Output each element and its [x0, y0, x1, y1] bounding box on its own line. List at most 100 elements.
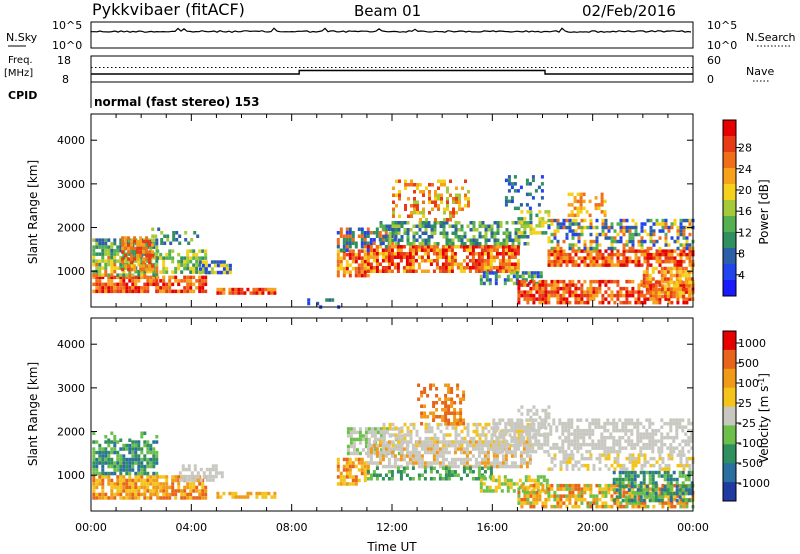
heatmap-cell-1645: [618, 449, 622, 454]
heatmap-cell-2287: [579, 203, 583, 207]
heatmap-cell-1575: [592, 263, 596, 267]
heatmap-cell-1869: [568, 487, 572, 491]
heatmap-cell-1224: [478, 224, 482, 228]
heatmap-cell-839: [474, 440, 478, 444]
heatmap-cell-639: [372, 443, 376, 448]
heatmap-cell-1343: [422, 190, 425, 194]
heatmap-cell-1551: [576, 428, 580, 433]
heatmap-cell-987: [477, 245, 481, 249]
heatmap-cell-26: [110, 279, 114, 283]
heatmap-cell-1453: [521, 274, 525, 279]
heatmap-cell-78: [146, 279, 150, 283]
heatmap-cell-1376: [545, 485, 549, 490]
heatmap-cell-451: [168, 256, 172, 260]
heatmap-cell-1747: [672, 418, 676, 422]
heatmap-cell-471: [339, 475, 343, 479]
heatmap-cell-1333: [503, 475, 507, 479]
heatmap-cell-31: [110, 478, 114, 483]
heatmap-cell-521: [366, 468, 370, 472]
heatmap-cell-402: [184, 478, 188, 482]
heatmap-cell-1023: [477, 470, 481, 474]
heatmap-cell-289: [155, 238, 159, 242]
heatmap-cell-2057: [679, 501, 683, 505]
heatmap-cell-58: [122, 489, 126, 493]
heatmap-cell-203: [122, 447, 126, 451]
heatmap-cell-2069: [586, 297, 590, 301]
heatmap-cell-237: [116, 252, 120, 256]
heatmap-cell-1063: [403, 433, 407, 437]
heatmap-cell-933: [447, 255, 451, 259]
heatmap-cell-2386: [532, 433, 536, 437]
heatmap-cell-1445: [525, 425, 529, 429]
heatmap-cell-1020: [471, 477, 475, 481]
heatmap-cell-310: [127, 246, 131, 251]
heatmap-cell-2054: [577, 297, 581, 301]
heatmap-cell-2236: [687, 498, 691, 503]
heatmap-cell-2359: [666, 266, 670, 271]
heatmap-cell-1388: [495, 435, 499, 440]
heatmap-cell-614: [336, 273, 340, 278]
heatmap-cell-1025: [477, 477, 481, 481]
heatmap-cell-160: [104, 450, 108, 455]
heatmap-cell-1102: [391, 228, 395, 232]
heatmap-cell-2131: [636, 491, 640, 496]
heatmap-cell-2300: [597, 206, 601, 211]
heatmap-cell-469: [183, 266, 187, 271]
heatmap-cell-392: [204, 492, 208, 497]
heatmap-cell-1822: [535, 501, 539, 505]
heatmap-cell-1172: [439, 224, 443, 228]
heatmap-cell-1527: [556, 259, 560, 264]
heatmap-cell-1694: [645, 418, 649, 422]
heatmap-cell-729: [417, 464, 421, 469]
heatmap-cell-2113: [616, 293, 620, 298]
heatmap-cell-1885: [577, 483, 581, 488]
heatmap-cell-1617: [625, 249, 629, 253]
heatmap-cell-1030: [483, 477, 487, 481]
heatmap-cell-1779: [595, 218, 599, 223]
heatmap-cell-2107: [613, 279, 617, 284]
heatmap-cell-337: [174, 478, 178, 483]
heatmap-cell-2317: [645, 273, 649, 278]
heatmap-cell-1440: [519, 442, 523, 447]
heatmap-cell-2176: [657, 498, 661, 503]
heatmap-cell-420: [205, 467, 209, 472]
heatmap-cell-931: [447, 245, 451, 249]
heatmap-cell-412: [189, 279, 193, 283]
heatmap-cell-2279: [586, 463, 590, 468]
heatmap-cell-2051: [676, 494, 680, 498]
heatmap-cell-202: [122, 443, 126, 448]
heatmap-cell-2242: [510, 199, 514, 204]
heatmap-cell-1536: [562, 256, 566, 260]
heatmap-cell-2117: [630, 477, 634, 482]
heatmap-cell-1907: [589, 494, 593, 498]
heatmap-cell-1693: [642, 446, 646, 450]
heatmap-cell-1159: [484, 422, 488, 427]
heatmap-cell-1255: [499, 221, 503, 225]
heatmap-cell-2388: [535, 412, 539, 416]
heatmap-cell-385: [165, 289, 169, 294]
heatmap-cell-1495: [538, 210, 542, 214]
heatmap-cell-982: [411, 477, 415, 481]
heatmap-cell-2333: [654, 266, 658, 271]
heatmap-cell-2150: [645, 495, 649, 499]
heatmap-cell-1122: [403, 231, 407, 235]
heatmap-cell-1560: [583, 256, 587, 260]
heatmap-cell-1499: [549, 446, 553, 450]
heatmap-cell-807: [384, 255, 388, 259]
heatmap-cell-324: [165, 489, 169, 493]
heatmap-cell-2118: [630, 481, 634, 485]
heatmap-cell-1129: [409, 228, 413, 232]
heatmap-cell-2349: [667, 463, 671, 468]
heatmap-cell-637: [351, 249, 355, 253]
heatmap-cell-2025: [661, 504, 665, 509]
heatmap-cell-1882: [658, 236, 662, 240]
heatmap-cell-1233: [484, 231, 488, 235]
heatmap-cell-1346: [422, 207, 425, 211]
heatmap-cell-618: [339, 263, 343, 267]
heatmap-cell-2374: [520, 422, 524, 427]
heatmap-cell-66: [128, 475, 132, 479]
heatmap-cell-5: [92, 492, 96, 497]
heatmap-cell-1499: [538, 231, 542, 235]
heatmap-cell-1433: [516, 446, 520, 450]
heatmap-cell-946: [453, 245, 457, 249]
